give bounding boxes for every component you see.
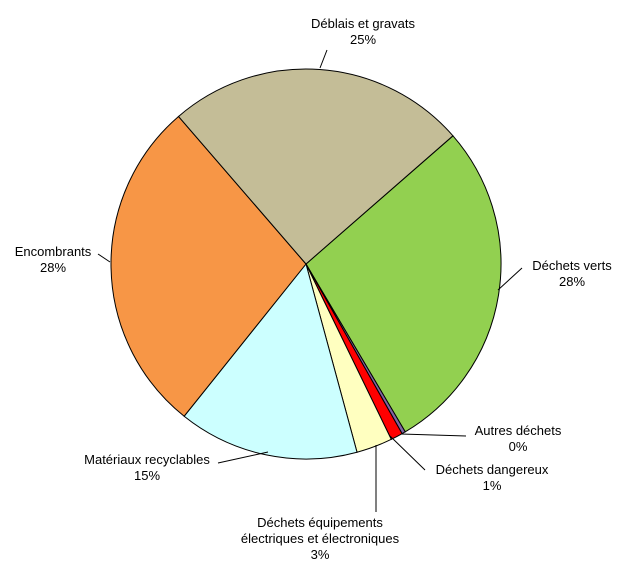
category-name: Matériaux recyclables	[84, 452, 210, 467]
value-label: 28%	[39, 260, 67, 275]
leader-line	[217, 451, 269, 464]
leader-line	[97, 253, 111, 263]
slice-label: Déblais et gravats 25%	[293, 16, 433, 48]
pie-slice	[183, 262, 358, 460]
category-name: Encombrants	[14, 244, 92, 259]
value-label: 3%	[310, 547, 330, 562]
slice-label: Déchets dangereux 1%	[427, 462, 557, 494]
pie-slice	[177, 68, 454, 265]
leader-line	[400, 433, 467, 437]
slice-label: Matériaux recyclables 15%	[72, 452, 222, 484]
category-name: Déchets équipements électriques et élect…	[240, 515, 400, 546]
value-label: 28%	[558, 274, 586, 289]
slice-label: Autres déchets 0%	[463, 423, 573, 455]
pie-slice	[110, 115, 307, 417]
category-name: Déblais et gravats	[310, 16, 416, 31]
category-name: Déchets dangereux	[435, 462, 549, 477]
slice-label: Déchets équipements électriques et élect…	[225, 515, 415, 563]
slice-label: Encombrants 28%	[3, 244, 103, 276]
value-label: 0%	[508, 439, 528, 454]
leader-line	[389, 435, 426, 471]
value-label: 1%	[482, 478, 502, 493]
value-label: 25%	[349, 32, 377, 47]
leader-line	[319, 49, 328, 69]
slice-label: Déchets verts 28%	[512, 258, 630, 290]
leader-line	[497, 267, 523, 291]
category-name: Déchets verts	[532, 258, 612, 273]
value-label: 15%	[133, 468, 161, 483]
pie-slice	[305, 135, 502, 433]
category-name: Autres déchets	[474, 423, 562, 438]
